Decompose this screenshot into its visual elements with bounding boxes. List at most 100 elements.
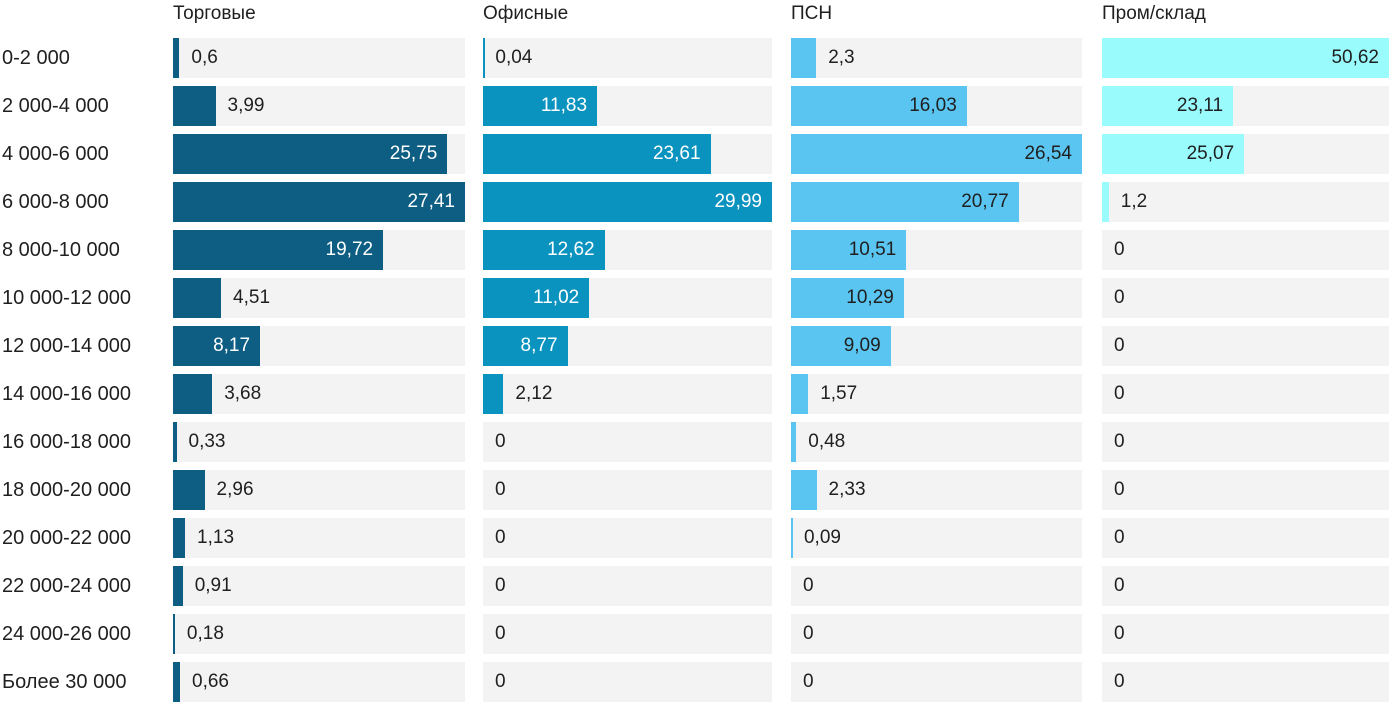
bar bbox=[791, 134, 1082, 174]
column-gap bbox=[465, 566, 483, 606]
bar-track: 0,04 bbox=[483, 38, 772, 78]
bar-track: 25,75 bbox=[173, 134, 465, 174]
bar-track: 2,12 bbox=[483, 374, 772, 414]
column-gap bbox=[772, 566, 791, 606]
bar-value: 0 bbox=[1114, 431, 1125, 452]
row-label: 4 000-6 000 bbox=[2, 142, 109, 165]
bar-value: 50,62 bbox=[1331, 47, 1379, 68]
column-gap bbox=[465, 230, 483, 270]
bar-track: 19,72 bbox=[173, 230, 465, 270]
column-gap bbox=[772, 0, 791, 38]
bar bbox=[791, 326, 891, 366]
bar bbox=[483, 326, 568, 366]
row-label: 0-2 000 bbox=[2, 46, 70, 69]
chart-row: 2 000-4 000 3,99 11,83 16,03 23,11 bbox=[0, 86, 1400, 126]
column-gap bbox=[772, 662, 791, 702]
bar-track: 4,51 bbox=[173, 278, 465, 318]
bar-value: 0 bbox=[495, 479, 506, 500]
bar bbox=[791, 374, 809, 414]
bar-track: 0,6 bbox=[173, 38, 465, 78]
bar bbox=[791, 470, 817, 510]
bar-track: 0 bbox=[1102, 326, 1389, 366]
bar-track: 2,96 bbox=[173, 470, 465, 510]
column-gap bbox=[465, 182, 483, 222]
bar bbox=[173, 86, 216, 126]
row-label: 22 000-24 000 bbox=[2, 574, 132, 597]
column-gap bbox=[465, 614, 483, 654]
bar bbox=[483, 86, 597, 126]
bar bbox=[173, 38, 180, 78]
bar-value: 0 bbox=[1114, 287, 1125, 308]
column-gap bbox=[1082, 566, 1102, 606]
bar-track: 0 bbox=[483, 566, 772, 606]
bar-track: 16,03 bbox=[791, 86, 1082, 126]
chart-rows: 0-2 000 0,6 0,04 2,3 50,62 2 000-4 000 3,99 11,… bbox=[0, 38, 1400, 702]
bar bbox=[1102, 182, 1109, 222]
bar-track: 0 bbox=[483, 470, 772, 510]
bar-value: 0,04 bbox=[495, 47, 533, 68]
bar bbox=[173, 182, 465, 222]
bar bbox=[791, 38, 817, 78]
chart-row: 24 000-26 000 0,18 0 0 0 bbox=[0, 614, 1400, 654]
column-gap bbox=[1082, 0, 1102, 38]
bar-value: 27,41 bbox=[407, 191, 455, 212]
column-gap bbox=[465, 278, 483, 318]
bar-track: 0 bbox=[483, 662, 772, 702]
chart-row: 12 000-14 000 8,17 8,77 9,09 0 bbox=[0, 326, 1400, 366]
column-gap bbox=[1082, 470, 1102, 510]
bar-track: 20,77 bbox=[791, 182, 1082, 222]
bar-value: 20,77 bbox=[961, 191, 1009, 212]
bar-track: 0 bbox=[1102, 470, 1389, 510]
bar-value: 12,62 bbox=[547, 239, 595, 260]
bar-value: 16,03 bbox=[909, 95, 957, 116]
bar-value: 2,33 bbox=[828, 479, 866, 500]
bar-track: 0 bbox=[791, 662, 1082, 702]
bar-value: 23,61 bbox=[652, 143, 701, 164]
bar bbox=[791, 518, 793, 558]
column-gap bbox=[1082, 278, 1102, 318]
bar-track: 0,66 bbox=[173, 662, 465, 702]
bar-track: 0,33 bbox=[173, 422, 465, 462]
bar-value: 10,51 bbox=[848, 239, 897, 260]
column-headers-row: Торговые Офисные ПСН Пром/склад bbox=[0, 0, 1400, 38]
column-gap bbox=[465, 0, 483, 38]
column-gap bbox=[465, 326, 483, 366]
bar-value: 0 bbox=[1114, 623, 1125, 644]
chart-row: 8 000-10 000 19,72 12,62 10,51 0 bbox=[0, 230, 1400, 270]
bar bbox=[791, 278, 904, 318]
chart-row: 22 000-24 000 0,91 0 0 0 bbox=[0, 566, 1400, 606]
bar-value: 0,09 bbox=[803, 527, 841, 548]
column-gap bbox=[772, 278, 791, 318]
row-label: 20 000-22 000 bbox=[2, 526, 132, 549]
bar-track: 8,77 bbox=[483, 326, 772, 366]
bar-track: 0 bbox=[1102, 278, 1389, 318]
column-gap bbox=[1082, 182, 1102, 222]
row-label: 2 000-4 000 bbox=[2, 94, 109, 117]
chart-row: 4 000-6 000 25,75 23,61 26,54 25,07 bbox=[0, 134, 1400, 174]
bar-track: 0,18 bbox=[173, 614, 465, 654]
bar-value: 1,57 bbox=[820, 383, 858, 404]
bar bbox=[173, 470, 205, 510]
row-label: Более 30 000 bbox=[2, 670, 127, 693]
bar-value: 0 bbox=[495, 575, 506, 596]
column-gap bbox=[772, 614, 791, 654]
bar-track: 0 bbox=[1102, 230, 1389, 270]
bar-track: 3,99 bbox=[173, 86, 465, 126]
column-gap bbox=[465, 518, 483, 558]
bar-value: 2,96 bbox=[216, 479, 254, 500]
bar bbox=[173, 374, 213, 414]
bar-value: 4,51 bbox=[233, 287, 271, 308]
column-header-2: Офисные bbox=[483, 3, 569, 24]
column-gap bbox=[772, 518, 791, 558]
bar-value: 0 bbox=[1114, 239, 1125, 260]
bar-track: 0 bbox=[483, 518, 772, 558]
bar-track: 1,13 bbox=[173, 518, 465, 558]
column-gap bbox=[1082, 662, 1102, 702]
chart-row: Более 30 000 0,66 0 0 0 bbox=[0, 662, 1400, 702]
bar-value: 0 bbox=[1114, 335, 1125, 356]
bar-value: 0 bbox=[803, 575, 814, 596]
bar bbox=[483, 134, 711, 174]
bar-value: 25,07 bbox=[1186, 143, 1235, 164]
bar bbox=[483, 182, 772, 222]
